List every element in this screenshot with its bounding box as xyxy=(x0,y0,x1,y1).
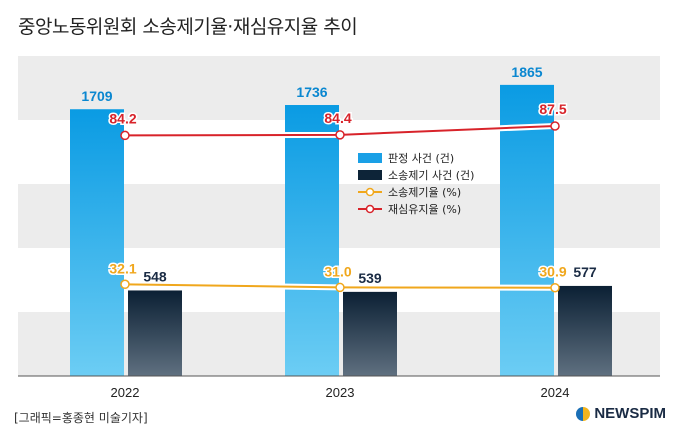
credit-text: [그래픽=홍종현 미술기자] xyxy=(14,411,148,425)
bar-label-lawsuit-2023: 539 xyxy=(358,270,382,286)
legend-lawsuit-label: 소송제기 사건 (건) xyxy=(388,169,474,182)
legend-judgment-label: 판정 사건 (건) xyxy=(388,152,454,165)
legend-lawsuit-rate-swatch-marker xyxy=(365,187,375,197)
lawsuit-rate-point-2023 xyxy=(335,282,345,293)
bar-label-lawsuit-2022: 548 xyxy=(143,268,167,284)
lawsuit-rate-label-2022: 32.1 xyxy=(109,260,136,276)
retention-rate-point-2024 xyxy=(550,121,560,131)
bar-lawsuit-2024 xyxy=(558,285,612,376)
bar-label-judgment-2024: 1865 xyxy=(511,64,542,80)
legend-lawsuit-rate-label: 소송제기율 (%) xyxy=(388,186,461,199)
bar-judgment-2023 xyxy=(285,105,339,376)
lawsuit-rate-point-2024 xyxy=(550,282,560,293)
bar-label-lawsuit-2024: 577 xyxy=(573,264,597,280)
lawsuit-rate-label-2024: 30.9 xyxy=(539,264,566,280)
brand-name: NEWSPIM xyxy=(594,405,666,422)
retention-rate-label-2023: 84.4 xyxy=(324,110,351,126)
x-tick-2024: 2024 xyxy=(541,385,570,400)
lawsuit-rate-label-2023: 31.0 xyxy=(324,263,351,279)
lawsuit-rate-point-2022 xyxy=(120,279,130,290)
brand-logo: NEWSPIM xyxy=(576,405,666,422)
bar-label-judgment-2022: 1709 xyxy=(81,88,112,104)
x-tick-2023: 2023 xyxy=(326,385,355,400)
chart-title: 중앙노동위원회 소송제기율·재심유지율 추이 xyxy=(18,16,358,38)
legend-judgment-swatch xyxy=(358,153,382,163)
bar-label-judgment-2023: 1736 xyxy=(296,84,327,100)
legend-retention-rate-swatch-marker xyxy=(365,204,375,214)
bar-judgment-2024 xyxy=(500,84,554,376)
newspim-logo-icon xyxy=(576,406,591,421)
x-tick-2022: 2022 xyxy=(111,385,140,400)
bar-lawsuit-2022 xyxy=(128,290,182,376)
legend-lawsuit-swatch xyxy=(358,170,382,180)
retention-rate-label-2022: 84.2 xyxy=(109,110,136,126)
retention-rate-point-2022 xyxy=(120,130,130,141)
retention-rate-label-2024: 87.5 xyxy=(539,101,566,117)
bar-judgment-2022 xyxy=(70,109,124,376)
retention-rate-point-2023 xyxy=(335,130,345,140)
legend-retention-rate-label: 재심유지율 (%) xyxy=(388,203,461,216)
bar-lawsuit-2023 xyxy=(343,291,397,376)
